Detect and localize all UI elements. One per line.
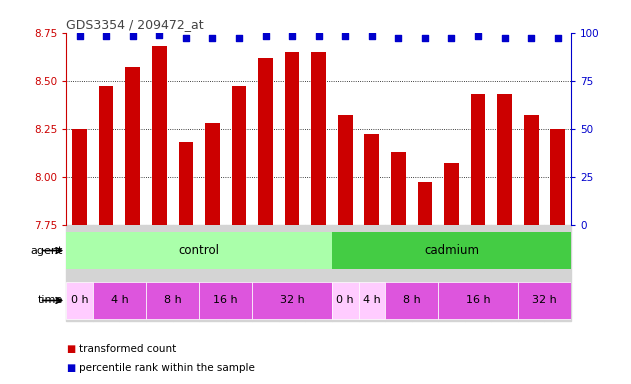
Bar: [358, 225, 385, 321]
Bar: [365, 134, 379, 225]
Point: [74, 33, 85, 40]
Bar: [524, 115, 538, 225]
Bar: [418, 182, 432, 225]
Text: ■: ■: [66, 344, 76, 354]
Bar: [438, 225, 465, 321]
Bar: [72, 129, 87, 225]
Text: 32 h: 32 h: [280, 295, 305, 306]
Text: control: control: [179, 244, 220, 257]
Text: ■: ■: [66, 363, 76, 373]
Point: [287, 33, 297, 40]
Bar: [332, 225, 358, 321]
Bar: [66, 232, 332, 269]
Bar: [252, 282, 332, 319]
Text: 4 h: 4 h: [363, 295, 380, 306]
Bar: [66, 225, 93, 321]
Text: 16 h: 16 h: [213, 295, 238, 306]
Bar: [311, 52, 326, 225]
Text: 8 h: 8 h: [403, 295, 420, 306]
Text: cadmium: cadmium: [424, 244, 479, 257]
Point: [154, 31, 164, 38]
Bar: [258, 58, 273, 225]
Point: [180, 35, 191, 41]
Point: [340, 33, 350, 40]
Point: [314, 33, 324, 40]
Bar: [438, 282, 518, 319]
Bar: [285, 52, 299, 225]
Bar: [338, 115, 353, 225]
Text: GDS3354 / 209472_at: GDS3354 / 209472_at: [66, 18, 204, 31]
Bar: [93, 282, 146, 319]
Bar: [518, 225, 545, 321]
Bar: [305, 225, 332, 321]
Text: 8 h: 8 h: [163, 295, 181, 306]
Bar: [471, 94, 485, 225]
Point: [367, 33, 377, 40]
Text: 4 h: 4 h: [110, 295, 128, 306]
Bar: [518, 282, 571, 319]
Bar: [550, 129, 565, 225]
Text: percentile rank within the sample: percentile rank within the sample: [79, 363, 255, 373]
Text: time: time: [38, 295, 63, 306]
Point: [473, 33, 483, 40]
Bar: [545, 225, 571, 321]
Bar: [252, 225, 279, 321]
Point: [500, 35, 510, 41]
Bar: [385, 225, 411, 321]
Bar: [226, 225, 252, 321]
Point: [208, 35, 218, 41]
Bar: [492, 225, 518, 321]
Bar: [358, 282, 385, 319]
Point: [526, 35, 536, 41]
Bar: [465, 225, 492, 321]
Bar: [332, 232, 571, 269]
Text: 0 h: 0 h: [336, 295, 354, 306]
Bar: [199, 225, 226, 321]
Bar: [232, 86, 246, 225]
Point: [447, 35, 457, 41]
Bar: [411, 225, 438, 321]
Bar: [152, 46, 167, 225]
Text: 0 h: 0 h: [71, 295, 88, 306]
Bar: [205, 123, 220, 225]
Bar: [93, 225, 119, 321]
Point: [261, 33, 271, 40]
Point: [420, 35, 430, 41]
Bar: [199, 282, 252, 319]
Point: [101, 33, 111, 40]
Text: agent: agent: [31, 245, 63, 256]
Bar: [99, 86, 114, 225]
Bar: [126, 67, 140, 225]
Point: [553, 35, 563, 41]
Bar: [146, 225, 172, 321]
Bar: [66, 282, 93, 319]
Bar: [172, 225, 199, 321]
Bar: [497, 94, 512, 225]
Bar: [179, 142, 193, 225]
Point: [234, 35, 244, 41]
Text: 32 h: 32 h: [532, 295, 557, 306]
Bar: [146, 282, 199, 319]
Bar: [332, 282, 358, 319]
Bar: [391, 152, 406, 225]
Bar: [444, 163, 459, 225]
Bar: [119, 225, 146, 321]
Point: [393, 35, 403, 41]
Bar: [279, 225, 305, 321]
Text: 16 h: 16 h: [466, 295, 490, 306]
Text: transformed count: transformed count: [79, 344, 176, 354]
Point: [127, 33, 138, 40]
Bar: [385, 282, 438, 319]
